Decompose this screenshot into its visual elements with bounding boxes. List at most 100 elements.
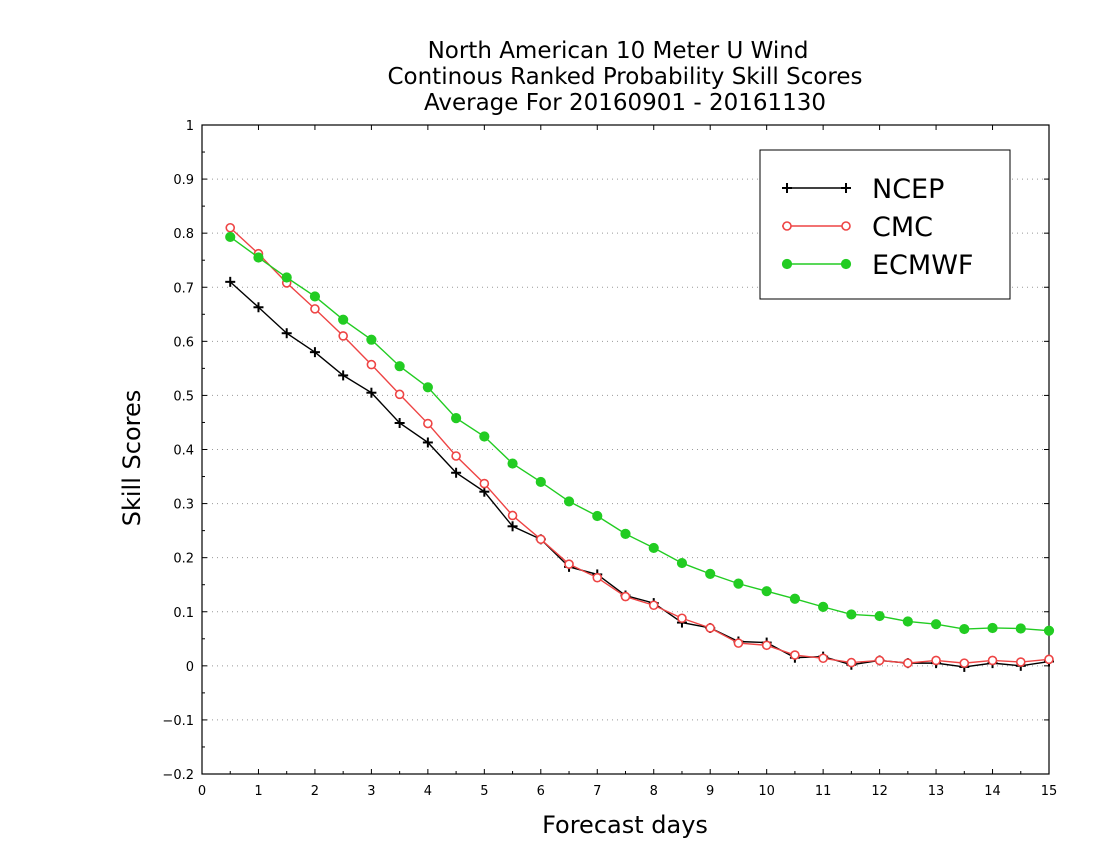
- data-point-ecmwf: [507, 458, 518, 469]
- y-tick-label: −0.2: [162, 768, 194, 783]
- data-point-cmc: [366, 359, 377, 370]
- data-point-cmc: [761, 640, 772, 651]
- y-tick-label: 0.1: [173, 606, 194, 621]
- x-tick-label: 10: [758, 784, 775, 799]
- chart-title-line-2: Continous Ranked Probability Skill Score…: [387, 64, 862, 90]
- legend-items: NCEP CMC ECMWF: [781, 174, 973, 281]
- data-point-cmc: [874, 655, 885, 666]
- legend-marker-ncep: [782, 183, 792, 193]
- data-point-cmc: [225, 222, 236, 233]
- data-point-cmc: [479, 478, 490, 489]
- legend-label-ncep: NCEP: [872, 174, 944, 205]
- x-tick-label: 13: [928, 784, 945, 799]
- data-point-ecmwf: [676, 557, 688, 569]
- legend-marker-cmc: [841, 221, 851, 231]
- data-point-ncep: [394, 417, 405, 428]
- data-point-ecmwf: [705, 568, 716, 579]
- y-tick-label: 0.4: [173, 444, 194, 459]
- chart-title: North American 10 Meter U Wind Continous…: [387, 38, 862, 116]
- data-point-ecmwf: [874, 610, 885, 622]
- data-point-ncep: [309, 347, 320, 358]
- data-point-ncep: [281, 328, 292, 339]
- y-tick-label: 0.9: [173, 173, 194, 188]
- legend-marker-ncep: [841, 183, 851, 193]
- data-point-cmc: [818, 653, 828, 664]
- x-tick-label: 14: [984, 784, 1001, 799]
- legend-item-cmc: CMC: [782, 212, 933, 243]
- data-point-ecmwf: [959, 623, 970, 635]
- data-point-cmc: [423, 418, 433, 429]
- x-axis-label: Forecast days: [542, 811, 708, 839]
- x-tick-label: 15: [1041, 784, 1058, 799]
- chart-title-line-1: North American 10 Meter U Wind: [428, 38, 809, 64]
- series-cmc: [225, 222, 1054, 668]
- data-point-ecmwf: [535, 476, 546, 488]
- data-point-cmc: [620, 591, 631, 602]
- x-tick-label: 6: [537, 784, 545, 799]
- legend-item-ncep: NCEP: [782, 174, 944, 205]
- data-point-cmc: [790, 650, 800, 660]
- legend-marker-ecmwf: [781, 258, 793, 270]
- data-point-ecmwf: [733, 578, 744, 589]
- y-tick-label: 0.8: [173, 227, 194, 242]
- x-tick-label: 4: [424, 784, 432, 799]
- x-tick-label: 8: [650, 784, 658, 799]
- y-tick-label: −0.1: [162, 714, 194, 729]
- data-point-cmc: [310, 304, 320, 314]
- legend-marker-cmc: [782, 221, 792, 231]
- data-point-cmc: [931, 655, 941, 666]
- x-tick-label: 11: [815, 784, 832, 799]
- y-tick-label: 0.2: [173, 552, 194, 567]
- data-point-ecmwf: [309, 291, 321, 302]
- x-tick-label: 1: [254, 784, 262, 799]
- x-tick-label: 0: [198, 784, 206, 799]
- data-point-ecmwf: [902, 616, 913, 627]
- data-point-ecmwf: [620, 528, 631, 539]
- x-tick-label: 9: [706, 784, 714, 799]
- data-point-ncep: [507, 521, 518, 532]
- legend-box: [759, 149, 1011, 300]
- data-point-ncep: [422, 437, 433, 448]
- data-point-ecmwf: [394, 361, 405, 372]
- data-point-cmc: [451, 451, 461, 461]
- chart-title-line-3: Average For 20160901 - 20161130: [424, 90, 826, 116]
- data-point-cmc: [338, 331, 348, 341]
- data-point-cmc: [507, 510, 518, 521]
- data-point-cmc: [535, 534, 546, 545]
- data-point-cmc: [1015, 657, 1026, 667]
- data-point-cmc: [648, 600, 659, 611]
- data-point-ncep: [451, 467, 462, 478]
- data-point-ecmwf: [338, 314, 349, 325]
- data-point-ecmwf: [366, 334, 377, 345]
- data-point-ecmwf: [479, 431, 490, 442]
- series-line-ncep: [229, 281, 1050, 668]
- data-point-ecmwf: [846, 609, 857, 620]
- data-point-ncep: [366, 387, 377, 398]
- y-tick-label: 0.5: [173, 389, 194, 404]
- y-axis-ticks: −0.2 −0.1 0 0.1 0.2 0.3 0.4 0.5 0.6 0.7 0.8 0.9 1: [162, 119, 1049, 783]
- data-point-ecmwf: [592, 510, 603, 522]
- data-point-ncep: [338, 370, 349, 381]
- legend-label-ecmwf: ECMWF: [872, 250, 973, 281]
- data-point-cmc: [1044, 654, 1054, 665]
- y-tick-label: 1: [186, 119, 194, 134]
- series-layer: [225, 222, 1055, 672]
- data-point-ecmwf: [253, 252, 264, 263]
- data-point-ecmwf: [225, 231, 236, 243]
- data-point-ecmwf: [422, 382, 433, 393]
- data-point-ncep: [225, 276, 236, 287]
- x-axis-ticks: 0 1 2 3 4 5 6 7 8 9 10 11 12 13 14 15: [198, 125, 1057, 799]
- y-tick-label: 0: [186, 660, 194, 675]
- data-point-ecmwf: [930, 619, 942, 630]
- x-tick-label: 3: [367, 784, 375, 799]
- y-axis-label: Skill Scores: [118, 390, 146, 527]
- series-ecmwf: [225, 231, 1055, 636]
- legend-label-cmc: CMC: [872, 212, 933, 243]
- data-point-cmc: [394, 389, 405, 400]
- legend-item-ecmwf: ECMWF: [781, 250, 973, 281]
- data-point-ecmwf: [1015, 623, 1026, 634]
- data-point-ecmwf: [789, 593, 801, 604]
- data-point-ecmwf: [818, 601, 829, 612]
- data-point-cmc: [677, 613, 687, 624]
